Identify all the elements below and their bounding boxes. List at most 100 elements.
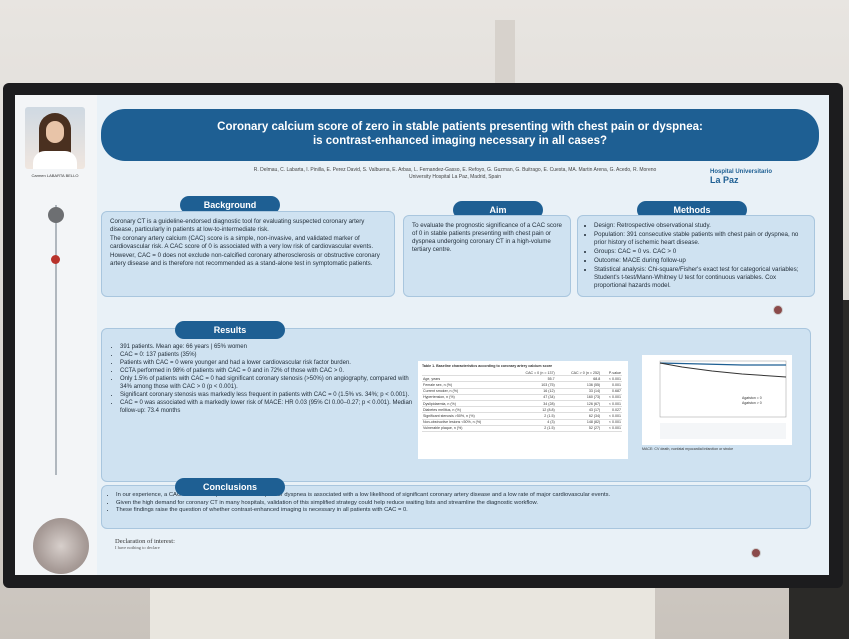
table-cell: < 0.001	[601, 425, 622, 432]
table-cell: < 0.001	[601, 375, 622, 383]
table-cell: 0.687	[601, 388, 622, 395]
table-cell: < 0.001	[601, 394, 622, 401]
table-cell: 4 (3)	[510, 419, 556, 426]
affiliation: University Hospital La Paz, Madrid, Spai…	[409, 174, 501, 180]
methods-item: Design: Retrospective observational stud…	[594, 222, 806, 230]
table-cell: 16 (12)	[510, 388, 556, 395]
table-row: Vulnerable plaque, n (%) 2 (1.5) 52 (27) < …	[422, 425, 622, 432]
table-cell: < 0.001	[601, 412, 622, 420]
table-cell: 136 (55)	[555, 381, 602, 389]
results-item: CCTA performed in 98% of patients with C…	[120, 367, 420, 375]
conclusions-heading: Conclusions	[175, 478, 285, 496]
hospital-logo: Hospital Universitario La Paz	[710, 169, 772, 185]
aim-box: To evaluate the prognostic significance …	[403, 215, 571, 297]
table-cell: Hypertension, n (%)	[422, 394, 511, 401]
conclusions-item: These findings raise the question of whe…	[116, 507, 810, 515]
aim-text: To evaluate the prognostic significance …	[412, 222, 562, 253]
nav-dot-upper[interactable]	[773, 305, 783, 315]
nav-dot-lower[interactable]	[751, 548, 761, 558]
table-cell: Current smoker, n (%)	[422, 388, 511, 395]
km-risk-table	[660, 423, 786, 439]
table-cell: 55.7	[510, 375, 556, 383]
university-seal	[33, 518, 89, 574]
table-cell: 126 (67)	[555, 400, 602, 408]
table-header: CAC > 0 (n = 252)	[555, 370, 602, 377]
results-item: CAC = 0 was associated with a markedly l…	[120, 399, 420, 415]
background-heading: Background	[180, 196, 280, 214]
table-row: Diabetes mellitus, n (%) 12 (8.8) 43 (17) 0…	[422, 406, 622, 414]
table-header: CAC = 0 (n = 137)	[510, 370, 556, 377]
km-line-cac0	[659, 362, 786, 366]
table-cell: 34 (28)	[510, 400, 556, 408]
table-cell: 62 (34)	[555, 412, 602, 420]
door-frame	[495, 20, 515, 90]
km-legend-0: Agatston = 0	[742, 396, 762, 400]
background-p3: However, CAC = 0 does not exclude non-ca…	[110, 252, 380, 267]
km-line-cacpos	[659, 362, 787, 378]
table-row: Non-obstructive lesions <50%, n (%) 4 (3)…	[422, 419, 622, 426]
methods-item: Outcome: MACE during follow-up	[594, 257, 806, 265]
monitor-stand	[150, 588, 655, 639]
km-caption: MACE: CV death, nonfatal myocardial infa…	[642, 447, 734, 451]
table-row: Dyslipidaemia, n (%) 34 (28) 126 (67) < 0.0…	[422, 400, 622, 408]
presenter-name: Carmen LABARTA BELLO	[31, 173, 79, 178]
methods-heading: Methods	[637, 201, 747, 219]
timeline-line	[55, 205, 57, 475]
table-header: P-value	[601, 370, 622, 377]
baseline-table: Table 1. Baseline characteristics accord…	[418, 361, 628, 459]
declaration: Declaration of interest: I have nothing …	[115, 538, 175, 550]
logo-line1: Hospital Universitario	[710, 169, 773, 175]
km-legend-1: Agatston > 0	[742, 401, 762, 405]
table-cell: 43 (17)	[555, 406, 602, 414]
timeline-dot-red[interactable]	[51, 255, 60, 264]
results-box: 391 patients. Mean age: 66 years | 65% w…	[101, 328, 811, 482]
logo-line2: La Paz	[710, 175, 739, 185]
presenter-photo	[25, 107, 85, 169]
km-curve-plot: Agatston = 0 Agatston > 0	[642, 355, 792, 445]
results-item: CAC = 0: 137 patients (35%)	[120, 351, 420, 359]
table-row: Female sex, n (%) 103 (75) 136 (55) 0.001	[422, 381, 622, 389]
table-cell: Non-obstructive lesions <50%, n (%)	[422, 419, 511, 426]
table-row: Significant stenosis >50%, n (%) 2 (1.5) 6…	[422, 412, 622, 420]
results-item: Patients with CAC = 0 were younger and h…	[120, 359, 420, 367]
table-cell: 160 (73)	[555, 394, 602, 401]
poster-screen: Carmen LABARTA BELLO Coronary calcium sc…	[15, 95, 829, 575]
table-title: Table 1. Baseline characteristics accord…	[422, 364, 553, 368]
conclusions-box: In our experience, a CAC = 0 in stable p…	[101, 485, 811, 529]
table-cell: 2 (1.5)	[510, 425, 556, 432]
results-item: 391 patients. Mean age: 66 years | 65% w…	[120, 343, 420, 351]
table-cell: 0.027	[601, 406, 622, 414]
conclusions-item: Given the high demand for coronary CT in…	[116, 500, 810, 508]
methods-item: Groups: CAC = 0 vs. CAC > 0	[594, 248, 806, 256]
authors-block: R. Delmau, C. Labarta, I. Pinilla, E. Pe…	[155, 167, 755, 181]
table-row: Age, years 55.7 68.8 < 0.001	[422, 375, 622, 383]
declaration-text: I have nothing to declare	[115, 545, 160, 550]
methods-item: Population: 391 consecutive stable patie…	[594, 231, 806, 247]
table-cell: 103 (75)	[510, 381, 556, 389]
title-line2: is contrast-enhanced imaging necessary i…	[312, 135, 607, 147]
table-header-row: CAC = 0 (n = 137) CAC > 0 (n = 252) P-va…	[422, 370, 622, 377]
background-box: Coronary CT is a guideline-endorsed diag…	[101, 211, 395, 297]
methods-box: Design: Retrospective observational stud…	[577, 215, 815, 297]
timeline-dot-grey[interactable]	[48, 207, 64, 223]
results-item: Only 1.5% of patients with CAC = 0 had s…	[120, 375, 420, 391]
background-p2: The coronary artery calcium (CAC) score …	[110, 235, 374, 250]
table-cell: 0.001	[601, 381, 622, 389]
title-line1: Coronary calcium score of zero in stable…	[217, 121, 703, 133]
table-row: Current smoker, n (%) 16 (12) 33 (14) 0.687	[422, 388, 622, 395]
table-cell: < 0.001	[601, 400, 622, 408]
table-header	[422, 370, 511, 377]
table-cell: 47 (34)	[510, 394, 556, 401]
table-cell: Age, years	[422, 375, 511, 383]
background-p1: Coronary CT is a guideline-endorsed diag…	[110, 218, 365, 233]
monitor: Carmen LABARTA BELLO Coronary calcium sc…	[3, 83, 843, 588]
table-cell: Vulnerable plaque, n (%)	[422, 425, 511, 432]
declaration-title: Declaration of interest:	[115, 538, 175, 545]
table-cell: 148 (82)	[555, 419, 602, 426]
km-curve-svg: Agatston = 0 Agatston > 0	[659, 360, 787, 439]
table-cell: Dyslipidaemia, n (%)	[422, 400, 511, 408]
table-cell: 68.8	[555, 375, 602, 383]
table-cell: 52 (27)	[555, 425, 602, 432]
methods-item: Statistical analysis: Chi-square/Fisher'…	[594, 266, 806, 290]
results-heading: Results	[175, 321, 285, 339]
